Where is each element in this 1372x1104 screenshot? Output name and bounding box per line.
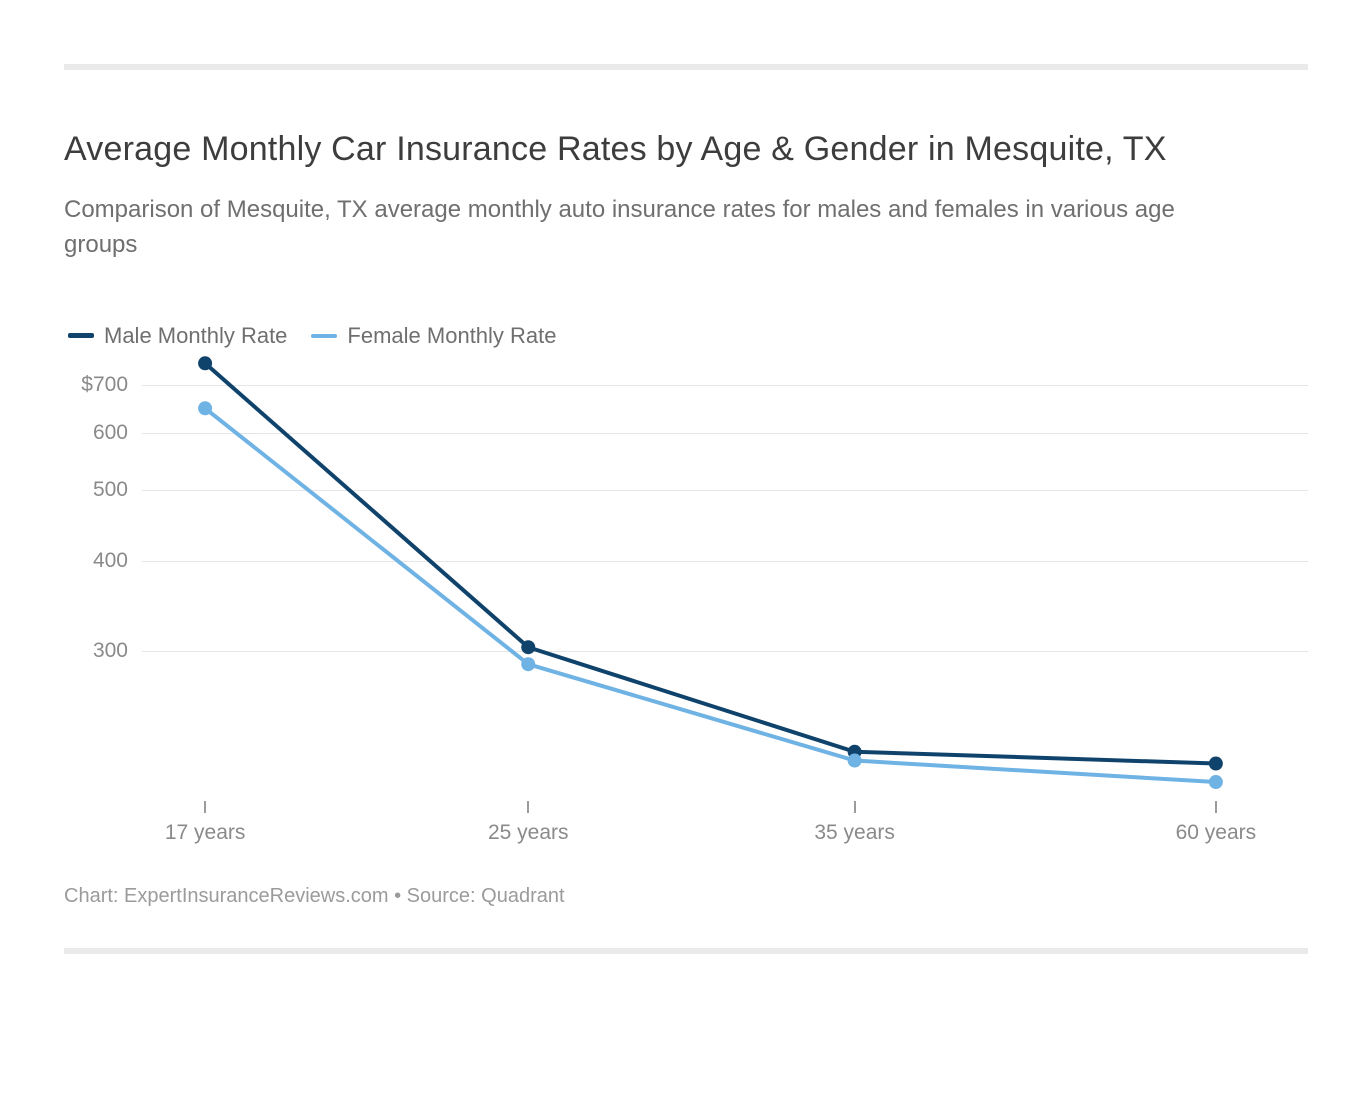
legend-swatch — [68, 333, 94, 338]
x-axis-label: 17 years — [165, 821, 246, 845]
bottom-divider — [64, 948, 1308, 954]
legend-swatch — [311, 334, 337, 338]
x-axis-label: 35 years — [814, 821, 895, 845]
x-axis-label: 60 years — [1176, 821, 1257, 845]
chart-svg-layer — [64, 355, 1308, 795]
x-axis-tick — [854, 801, 856, 813]
x-axis-tick — [527, 801, 529, 813]
legend: Male Monthly Rate Female Monthly Rate — [64, 323, 1308, 349]
chart-title: Average Monthly Car Insurance Rates by A… — [64, 130, 1308, 169]
x-axis-tick — [204, 801, 206, 813]
chart-source: Chart: ExpertInsuranceReviews.com • Sour… — [64, 885, 1308, 908]
data-point — [198, 356, 212, 370]
chart-plot-area: 300400500600$70017 years25 years35 years… — [64, 355, 1308, 795]
legend-label: Male Monthly Rate — [104, 323, 287, 349]
chart-subtitle: Comparison of Mesquite, TX average month… — [64, 193, 1214, 263]
data-point — [521, 640, 535, 654]
top-divider — [64, 64, 1308, 70]
legend-item: Male Monthly Rate — [68, 323, 287, 349]
x-axis-label: 25 years — [488, 821, 569, 845]
series-line — [205, 408, 1216, 782]
data-point — [198, 401, 212, 415]
data-point — [1209, 756, 1223, 770]
data-point — [521, 657, 535, 671]
data-point — [1209, 775, 1223, 789]
legend-label: Female Monthly Rate — [347, 323, 556, 349]
x-axis-tick — [1215, 801, 1217, 813]
series-line — [205, 363, 1216, 763]
data-point — [848, 753, 862, 767]
legend-item: Female Monthly Rate — [311, 323, 556, 349]
